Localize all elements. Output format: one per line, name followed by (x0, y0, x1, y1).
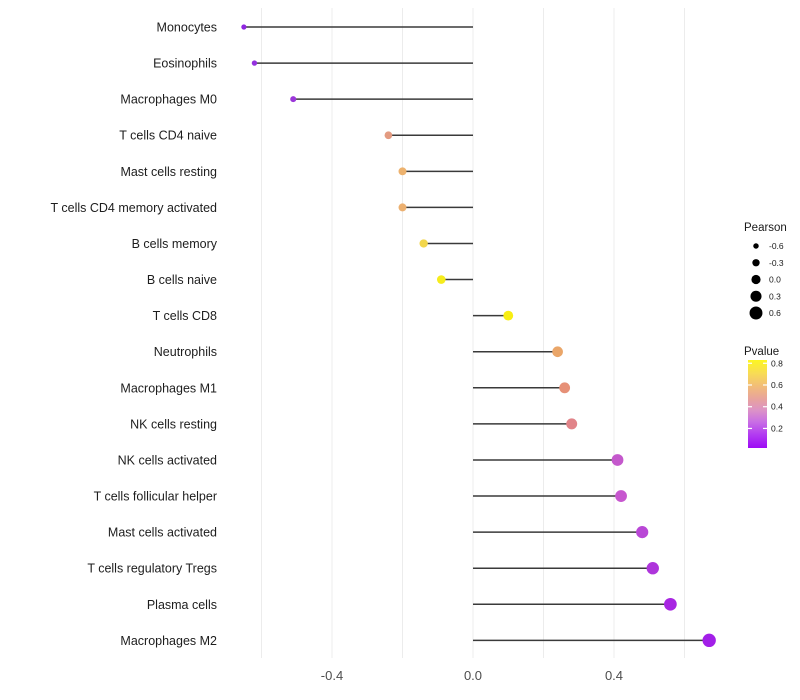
legend-size-dot (750, 290, 762, 302)
legend-size-dot (753, 243, 759, 249)
y-axis-label: Mast cells resting (120, 165, 217, 179)
gridlines (261, 8, 685, 658)
data-point (664, 597, 677, 611)
legend-size-label: -0.6 (769, 241, 784, 251)
lollipop-dots (241, 24, 716, 648)
data-point (566, 418, 578, 430)
y-axis-label: Macrophages M1 (120, 381, 217, 395)
data-point (646, 562, 659, 575)
lollipop-stems (243, 26, 710, 642)
y-axis-label: Plasma cells (147, 598, 217, 612)
data-point (398, 203, 407, 212)
legend-size-label: 0.3 (769, 291, 781, 301)
x-axis-label: -0.4 (321, 668, 343, 683)
data-point (290, 96, 297, 103)
legend-size-label: 0.6 (769, 308, 781, 318)
y-axis-label: Monocytes (157, 21, 217, 35)
data-point (436, 275, 446, 284)
legend-pvalue-title: Pvalue (744, 346, 779, 358)
y-axis-label: T cells CD8 (153, 309, 217, 323)
data-point (251, 60, 258, 66)
data-point (503, 310, 514, 321)
y-axis-label: Eosinophils (153, 57, 217, 71)
x-axis-label: 0.0 (464, 668, 482, 683)
legend-size-label: -0.3 (769, 258, 784, 268)
legend-size-label: 0.0 (769, 275, 781, 285)
legend-size-dot (752, 259, 760, 267)
y-axis-label: T cells follicular helper (94, 490, 217, 504)
legend-pearson-title: Pearson (744, 222, 787, 234)
data-point (702, 633, 716, 648)
legend-size-dot (751, 274, 761, 285)
data-point (552, 346, 563, 358)
colorbar-label: 0.8 (771, 358, 783, 368)
legend-pearson: Pearson -0.6 -0.3 0.0 0.3 0.6 (744, 222, 787, 320)
colorbar-label: 0.4 (771, 402, 783, 412)
x-axis-labels: -0.4 0.0 0.4 (321, 668, 623, 683)
y-axis-label: NK cells resting (130, 417, 217, 431)
y-axis-labels: Monocytes Eosinophils Macrophages M0 T cell… (51, 21, 218, 648)
data-point (615, 490, 627, 502)
data-point (419, 239, 428, 248)
x-axis-label: 0.4 (605, 668, 623, 683)
y-axis-label: T cells CD4 naive (119, 129, 217, 143)
data-point (384, 131, 393, 140)
colorbar-label: 0.6 (771, 380, 783, 390)
colorbar-label: 0.2 (771, 423, 783, 433)
legend-size-dot (749, 306, 763, 320)
legend-pvalue: Pvalue 0.8 0.6 0.4 0.2 (744, 346, 783, 448)
y-axis-label: Macrophages M2 (120, 634, 217, 648)
y-axis-label: Neutrophils (154, 345, 217, 359)
y-axis-label: Mast cells activated (108, 526, 217, 540)
y-axis-label: B cells memory (132, 237, 218, 251)
data-point (559, 382, 571, 394)
y-axis-label: T cells CD4 memory activated (51, 201, 218, 215)
data-point (636, 526, 649, 539)
data-point (611, 454, 624, 466)
y-axis-label: NK cells activated (118, 453, 217, 467)
y-axis-label: T cells regulatory Tregs (87, 562, 217, 576)
pvalue-colorbar (748, 360, 767, 448)
y-axis-label: Macrophages M0 (120, 93, 217, 107)
data-point (398, 167, 407, 176)
data-point (241, 24, 247, 30)
y-axis-label: B cells naive (147, 273, 217, 287)
